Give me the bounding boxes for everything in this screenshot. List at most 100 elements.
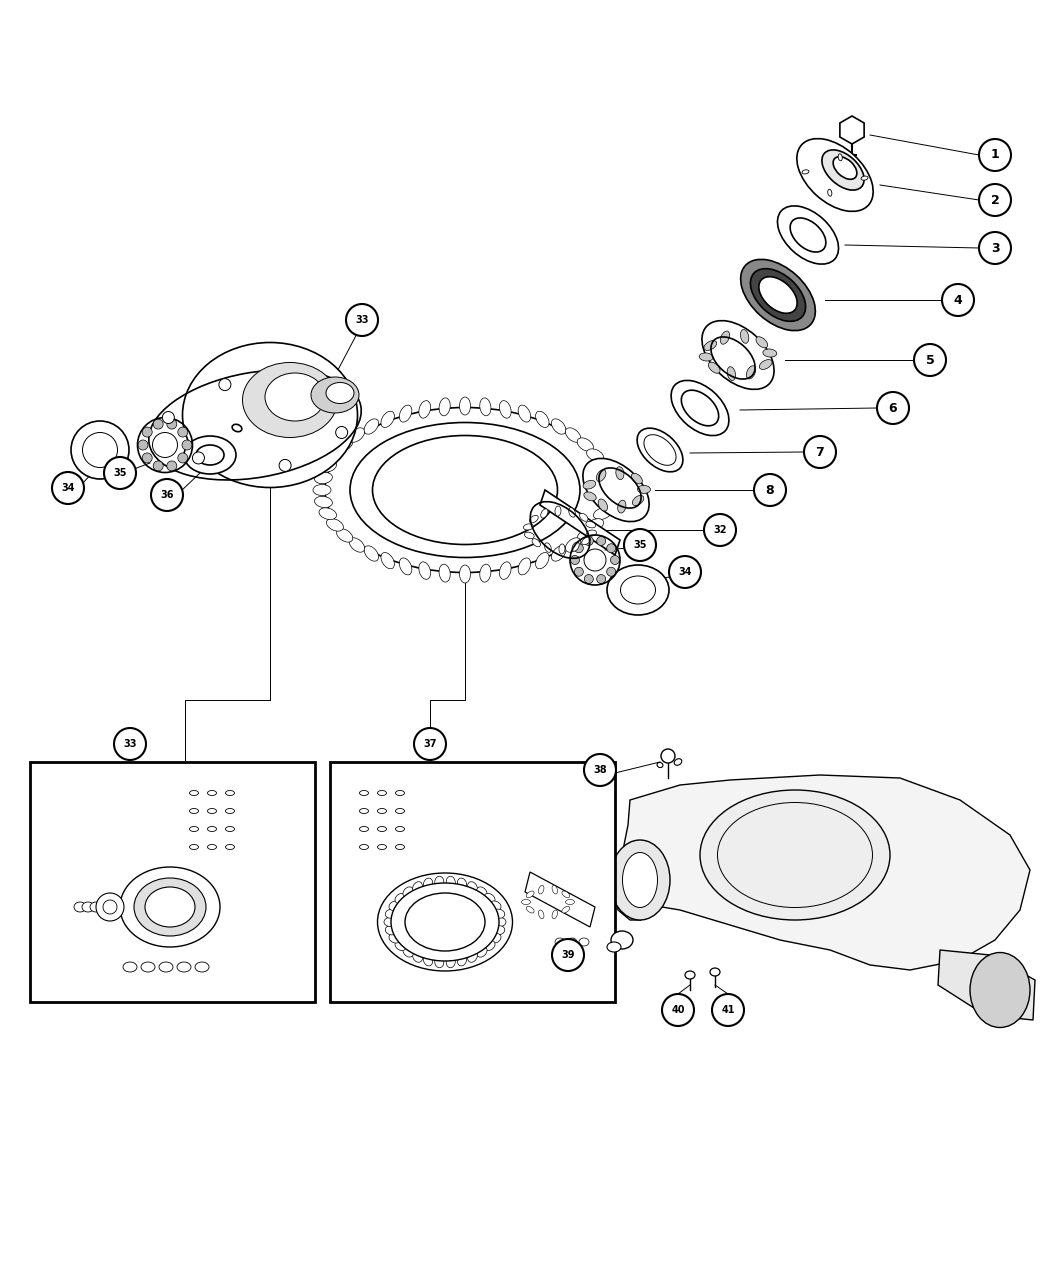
- Ellipse shape: [396, 844, 404, 849]
- Ellipse shape: [583, 459, 649, 521]
- Ellipse shape: [208, 790, 216, 796]
- Ellipse shape: [373, 436, 558, 544]
- Ellipse shape: [381, 412, 395, 427]
- Ellipse shape: [467, 882, 478, 892]
- Ellipse shape: [337, 437, 353, 451]
- Circle shape: [114, 728, 146, 760]
- Ellipse shape: [637, 428, 683, 472]
- Ellipse shape: [489, 933, 501, 944]
- Circle shape: [979, 232, 1011, 264]
- Ellipse shape: [98, 901, 110, 912]
- Ellipse shape: [539, 910, 544, 919]
- Ellipse shape: [584, 575, 593, 584]
- Ellipse shape: [350, 422, 580, 557]
- Ellipse shape: [579, 938, 589, 946]
- Ellipse shape: [315, 496, 333, 507]
- Text: 33: 33: [123, 740, 136, 748]
- Ellipse shape: [177, 963, 191, 972]
- Ellipse shape: [423, 878, 433, 890]
- Ellipse shape: [797, 139, 874, 212]
- Ellipse shape: [364, 418, 379, 435]
- Ellipse shape: [607, 567, 615, 576]
- Circle shape: [662, 994, 694, 1026]
- Ellipse shape: [700, 790, 890, 921]
- Ellipse shape: [419, 562, 430, 579]
- Ellipse shape: [552, 910, 558, 919]
- Ellipse shape: [439, 565, 450, 583]
- Ellipse shape: [399, 558, 412, 575]
- Ellipse shape: [583, 481, 595, 490]
- Ellipse shape: [167, 419, 176, 430]
- Circle shape: [306, 386, 317, 398]
- Circle shape: [979, 184, 1011, 215]
- Circle shape: [552, 938, 584, 972]
- Ellipse shape: [378, 873, 512, 972]
- Ellipse shape: [196, 445, 224, 465]
- Ellipse shape: [777, 205, 839, 264]
- Ellipse shape: [391, 884, 499, 961]
- Polygon shape: [615, 775, 1030, 970]
- Ellipse shape: [265, 374, 326, 421]
- Ellipse shape: [802, 170, 808, 173]
- Ellipse shape: [243, 362, 337, 437]
- Ellipse shape: [319, 460, 337, 472]
- Ellipse shape: [395, 941, 406, 951]
- Circle shape: [336, 426, 348, 439]
- Ellipse shape: [208, 826, 216, 831]
- Ellipse shape: [574, 567, 584, 576]
- Ellipse shape: [384, 918, 396, 927]
- Ellipse shape: [500, 562, 511, 579]
- Text: 4: 4: [953, 293, 963, 306]
- Ellipse shape: [326, 408, 605, 572]
- Ellipse shape: [551, 546, 566, 561]
- Ellipse shape: [378, 790, 386, 796]
- Ellipse shape: [413, 882, 422, 892]
- Ellipse shape: [565, 538, 581, 552]
- Ellipse shape: [728, 367, 735, 380]
- Ellipse shape: [791, 218, 826, 252]
- Ellipse shape: [439, 398, 450, 416]
- Ellipse shape: [518, 558, 530, 575]
- Ellipse shape: [458, 954, 466, 966]
- Circle shape: [754, 474, 786, 506]
- Ellipse shape: [536, 412, 549, 427]
- Ellipse shape: [500, 400, 511, 418]
- Ellipse shape: [704, 340, 717, 351]
- Ellipse shape: [833, 157, 857, 180]
- Ellipse shape: [177, 453, 188, 463]
- Ellipse shape: [598, 484, 617, 496]
- Ellipse shape: [662, 748, 675, 762]
- Ellipse shape: [460, 397, 470, 414]
- Ellipse shape: [596, 575, 606, 584]
- Ellipse shape: [435, 876, 444, 889]
- Text: 39: 39: [562, 950, 574, 960]
- Ellipse shape: [395, 894, 406, 904]
- Ellipse shape: [541, 509, 548, 518]
- Ellipse shape: [596, 537, 606, 546]
- Text: 40: 40: [671, 1005, 685, 1015]
- Ellipse shape: [610, 556, 620, 565]
- Ellipse shape: [562, 891, 570, 898]
- Ellipse shape: [597, 473, 615, 483]
- Text: 37: 37: [423, 740, 437, 748]
- Text: 3: 3: [991, 241, 1000, 255]
- Ellipse shape: [572, 542, 580, 551]
- Ellipse shape: [747, 366, 756, 379]
- Ellipse shape: [559, 544, 565, 553]
- Ellipse shape: [492, 926, 505, 935]
- Ellipse shape: [578, 437, 593, 451]
- Ellipse shape: [552, 885, 558, 894]
- Ellipse shape: [586, 521, 595, 528]
- Ellipse shape: [484, 894, 495, 904]
- Circle shape: [712, 994, 744, 1026]
- Ellipse shape: [327, 519, 343, 532]
- Ellipse shape: [607, 543, 615, 553]
- Text: 34: 34: [678, 567, 692, 578]
- Circle shape: [52, 472, 84, 504]
- Ellipse shape: [311, 377, 359, 413]
- Ellipse shape: [477, 946, 487, 958]
- Ellipse shape: [419, 400, 430, 418]
- Ellipse shape: [183, 343, 357, 487]
- FancyBboxPatch shape: [330, 762, 615, 1002]
- Ellipse shape: [405, 892, 485, 951]
